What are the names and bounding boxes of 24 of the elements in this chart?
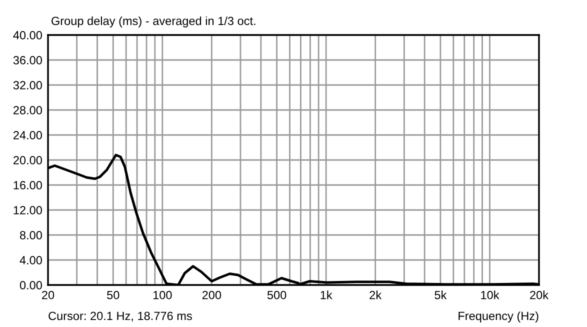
chart-title: Group delay (ms) - averaged in 1/3 oct. (52, 16, 256, 28)
y-tick-label: 28.00 (14, 106, 42, 114)
y-tick-label: 16.00 (14, 181, 42, 190)
x-tick-label: 20 (42, 290, 54, 300)
y-tick-label: 36.00 (13, 56, 42, 64)
x-tick-label: 100 (153, 290, 172, 300)
y-tick-label: 0.00 (20, 281, 42, 290)
x-tick-label: 500 (267, 290, 286, 300)
x-tick-label: 2k (370, 290, 382, 300)
y-tick-label: 8.00 (20, 231, 42, 240)
y-tick-label: 4.00 (20, 256, 42, 264)
x-tick-label: 200 (202, 290, 222, 300)
x-tick-label: 1k (320, 290, 332, 300)
y-tick-label: 32.00 (13, 81, 42, 90)
x-tick-label: 5k (434, 290, 447, 300)
y-tick-label: 12.00 (14, 206, 42, 214)
y-tick-label: 20.00 (14, 156, 42, 164)
y-tick-label: 24.00 (14, 131, 42, 140)
x-tick-label: 10k (481, 290, 500, 300)
text: Cursor: 20.1 Hz, 18.776 ms (48, 312, 192, 322)
x-tick-label: 20k (530, 290, 549, 300)
x-axis-title: Frequency (Hz) (458, 311, 538, 322)
x-tick-label: 50 (107, 290, 120, 300)
y-tick-label: 40.00 (13, 31, 42, 40)
